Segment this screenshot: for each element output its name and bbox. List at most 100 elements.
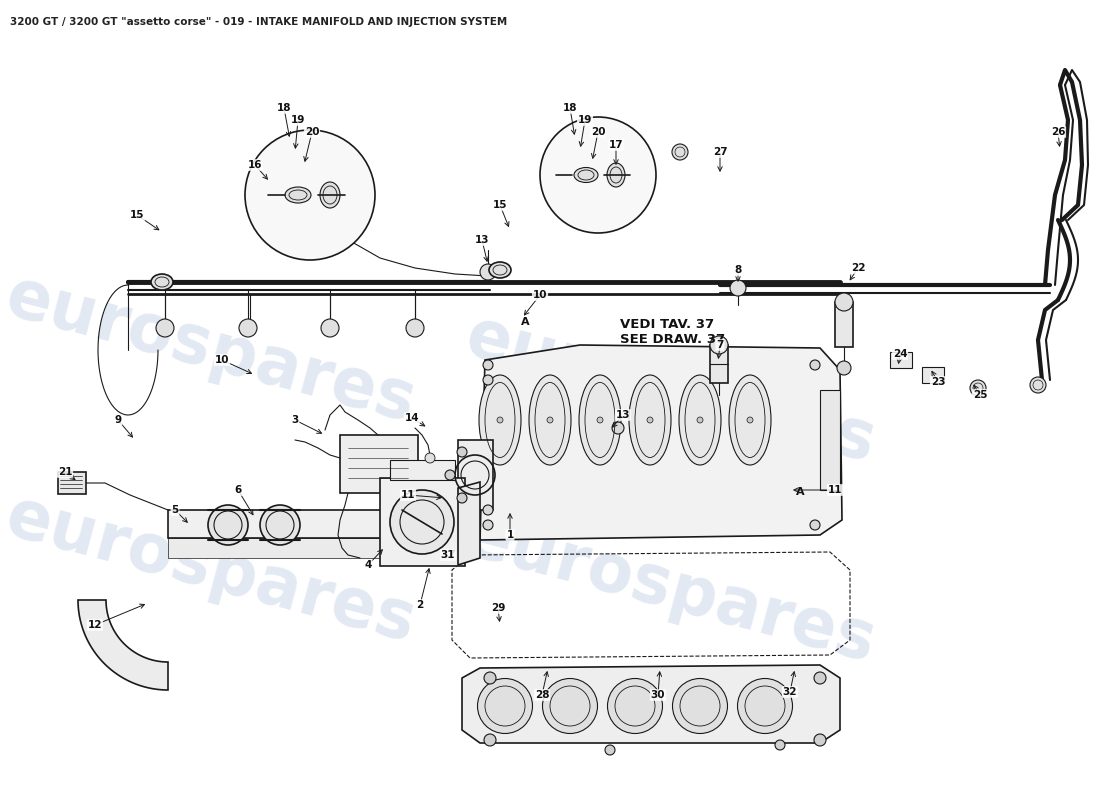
Text: 1: 1 xyxy=(506,530,514,540)
Bar xyxy=(379,478,465,566)
Circle shape xyxy=(483,520,493,530)
Text: 16: 16 xyxy=(248,160,262,170)
Text: 13: 13 xyxy=(475,235,490,245)
Bar xyxy=(390,460,455,480)
Text: 22: 22 xyxy=(850,263,866,273)
Text: 21: 21 xyxy=(57,467,73,477)
Circle shape xyxy=(1030,377,1046,393)
Bar xyxy=(922,367,944,383)
Text: 12: 12 xyxy=(88,620,102,630)
Circle shape xyxy=(776,740,785,750)
Circle shape xyxy=(747,417,754,423)
Ellipse shape xyxy=(320,182,340,208)
Circle shape xyxy=(484,734,496,746)
Text: 32: 32 xyxy=(783,687,798,697)
Text: VEDI TAV. 37
SEE DRAW. 37: VEDI TAV. 37 SEE DRAW. 37 xyxy=(620,318,725,346)
Text: 14: 14 xyxy=(405,413,419,423)
Bar xyxy=(58,472,86,494)
Ellipse shape xyxy=(737,678,792,734)
Circle shape xyxy=(697,417,703,423)
Text: 25: 25 xyxy=(972,390,988,400)
Circle shape xyxy=(810,360,820,370)
Circle shape xyxy=(245,130,375,260)
Text: eurospares: eurospares xyxy=(0,483,422,657)
Text: 31: 31 xyxy=(441,550,455,560)
Text: 3: 3 xyxy=(292,415,298,425)
Text: eurospares: eurospares xyxy=(458,503,882,677)
Text: 15: 15 xyxy=(130,210,144,220)
Text: 28: 28 xyxy=(535,690,549,700)
Circle shape xyxy=(814,734,826,746)
Circle shape xyxy=(547,417,553,423)
Circle shape xyxy=(730,280,746,296)
Circle shape xyxy=(483,360,493,370)
Circle shape xyxy=(810,520,820,530)
Text: 13: 13 xyxy=(616,410,630,420)
Bar xyxy=(340,435,418,493)
Text: 2: 2 xyxy=(417,600,424,610)
Ellipse shape xyxy=(672,678,727,734)
Text: 8: 8 xyxy=(735,265,741,275)
Text: 27: 27 xyxy=(713,147,727,157)
Text: 29: 29 xyxy=(491,603,505,613)
Ellipse shape xyxy=(477,678,532,734)
Circle shape xyxy=(480,264,496,280)
Text: 20: 20 xyxy=(591,127,605,137)
Text: 18: 18 xyxy=(563,103,578,113)
Text: 11: 11 xyxy=(827,485,843,495)
Circle shape xyxy=(605,745,615,755)
Bar xyxy=(168,538,383,558)
Text: 7: 7 xyxy=(716,340,724,350)
Text: 17: 17 xyxy=(608,140,624,150)
Text: 10: 10 xyxy=(532,290,548,300)
Circle shape xyxy=(483,375,493,385)
Circle shape xyxy=(483,505,493,515)
Circle shape xyxy=(497,417,503,423)
Text: A: A xyxy=(795,487,804,497)
Ellipse shape xyxy=(529,375,571,465)
Circle shape xyxy=(970,380,986,396)
Ellipse shape xyxy=(208,505,248,545)
Bar xyxy=(835,302,852,347)
Text: 26: 26 xyxy=(1050,127,1065,137)
Text: 20: 20 xyxy=(305,127,319,137)
Ellipse shape xyxy=(729,375,771,465)
Bar xyxy=(890,352,912,368)
Text: 4: 4 xyxy=(364,560,372,570)
Ellipse shape xyxy=(406,319,424,337)
Circle shape xyxy=(456,447,468,457)
Text: A: A xyxy=(520,317,529,327)
Text: 11: 11 xyxy=(400,490,416,500)
Ellipse shape xyxy=(629,375,671,465)
Circle shape xyxy=(814,672,826,684)
Bar xyxy=(458,440,493,510)
Text: 3200 GT / 3200 GT "assetto corse" - 019 - INTAKE MANIFOLD AND INJECTION SYSTEM: 3200 GT / 3200 GT "assetto corse" - 019 … xyxy=(10,17,507,27)
Ellipse shape xyxy=(151,274,173,290)
Polygon shape xyxy=(462,665,840,743)
Circle shape xyxy=(390,490,454,554)
Text: 18: 18 xyxy=(277,103,292,113)
Ellipse shape xyxy=(285,187,311,203)
Circle shape xyxy=(612,422,624,434)
Ellipse shape xyxy=(156,319,174,337)
Text: 5: 5 xyxy=(172,505,178,515)
Circle shape xyxy=(672,144,688,160)
Text: 15: 15 xyxy=(493,200,507,210)
Circle shape xyxy=(425,453,435,463)
Ellipse shape xyxy=(239,319,257,337)
Polygon shape xyxy=(480,345,842,540)
Circle shape xyxy=(837,361,851,375)
Circle shape xyxy=(647,417,653,423)
Polygon shape xyxy=(458,482,480,565)
Circle shape xyxy=(446,470,455,480)
Ellipse shape xyxy=(579,375,621,465)
Ellipse shape xyxy=(321,319,339,337)
Text: 24: 24 xyxy=(893,349,907,359)
Text: 23: 23 xyxy=(931,377,945,387)
Ellipse shape xyxy=(542,678,597,734)
Circle shape xyxy=(835,293,852,311)
Ellipse shape xyxy=(478,375,521,465)
Ellipse shape xyxy=(607,163,625,187)
Ellipse shape xyxy=(574,167,598,182)
Text: 6: 6 xyxy=(234,485,242,495)
